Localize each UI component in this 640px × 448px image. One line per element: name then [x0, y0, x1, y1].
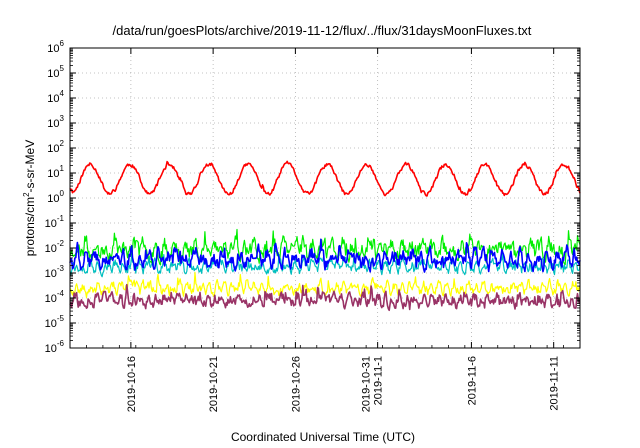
series-line-3 [69, 238, 581, 273]
y-tick-exp: 5 [60, 64, 65, 73]
y-tick-exp: -2 [57, 239, 65, 248]
y-tick-base: 10 [45, 268, 57, 280]
series-line-1 [69, 228, 581, 266]
y-tick-base: 10 [47, 193, 59, 205]
y-axis-label-rest: -s-sr-MeV [23, 140, 37, 193]
x-tick-label: 2019-10-31 [361, 356, 373, 412]
y-axis-label-exp: 2 [22, 192, 31, 197]
x-tick-label: 2019-11-1 [373, 356, 385, 405]
y-tick-label: 10-6 [45, 339, 65, 355]
y-tick-label: 102 [47, 139, 64, 155]
y-tick-base: 10 [47, 168, 59, 180]
y-tick-exp: 2 [60, 139, 65, 148]
y-tick-base: 10 [47, 68, 59, 80]
y-tick-base: 10 [47, 43, 59, 55]
y-tick-label: 10-5 [45, 314, 65, 330]
y-tick-label: 10-2 [45, 239, 65, 255]
y-axis-label-base: protons/cm [23, 197, 37, 256]
y-tick-base: 10 [45, 343, 57, 355]
x-tick-label: 2019-10-16 [126, 356, 138, 412]
y-tick-exp: -5 [57, 314, 65, 323]
series-line-0 [69, 160, 581, 197]
y-tick-label: 106 [47, 39, 64, 55]
y-tick-exp: -6 [57, 339, 65, 348]
y-tick-label: 10-4 [45, 289, 65, 305]
y-tick-exp: 6 [60, 39, 65, 48]
x-tick-label: 2019-10-26 [290, 356, 302, 412]
y-tick-exp: 1 [60, 164, 65, 173]
chart-title: /data/run/goesPlots/archive/2019-11-12/f… [113, 23, 532, 38]
y-tick-base: 10 [45, 318, 57, 330]
y-tick-exp: 3 [60, 114, 65, 123]
axis-ticks: 10-610-510-410-310-210-11001011021031041… [45, 39, 580, 412]
y-tick-exp: 4 [60, 89, 65, 98]
y-tick-label: 105 [47, 64, 64, 80]
x-tick-label: 2019-10-21 [208, 356, 220, 412]
y-tick-base: 10 [47, 143, 59, 155]
y-tick-label: 101 [47, 164, 64, 180]
y-tick-exp: 0 [60, 189, 65, 198]
y-tick-exp: -1 [57, 214, 65, 223]
y-tick-base: 10 [47, 93, 59, 105]
x-tick-label: 2019-11-6 [466, 356, 478, 405]
y-tick-label: 104 [47, 89, 64, 105]
y-tick-base: 10 [45, 243, 57, 255]
x-tick-label: 2019-11-11 [549, 356, 561, 411]
y-tick-label: 103 [47, 114, 64, 130]
y-tick-label: 100 [47, 189, 64, 205]
y-tick-base: 10 [47, 118, 59, 130]
series-layer [69, 160, 581, 312]
y-tick-base: 10 [45, 293, 57, 305]
series-line-5 [69, 283, 581, 312]
y-tick-label: 10-3 [45, 264, 65, 280]
y-tick-exp: -4 [57, 289, 65, 298]
y-tick-base: 10 [45, 218, 57, 230]
x-axis-label: Coordinated Universal Time (UTC) [231, 430, 415, 444]
y-tick-exp: -3 [57, 264, 65, 273]
y-axis-label: protons/cm2-s-sr-MeV [22, 140, 37, 256]
y-tick-label: 10-1 [45, 214, 65, 230]
